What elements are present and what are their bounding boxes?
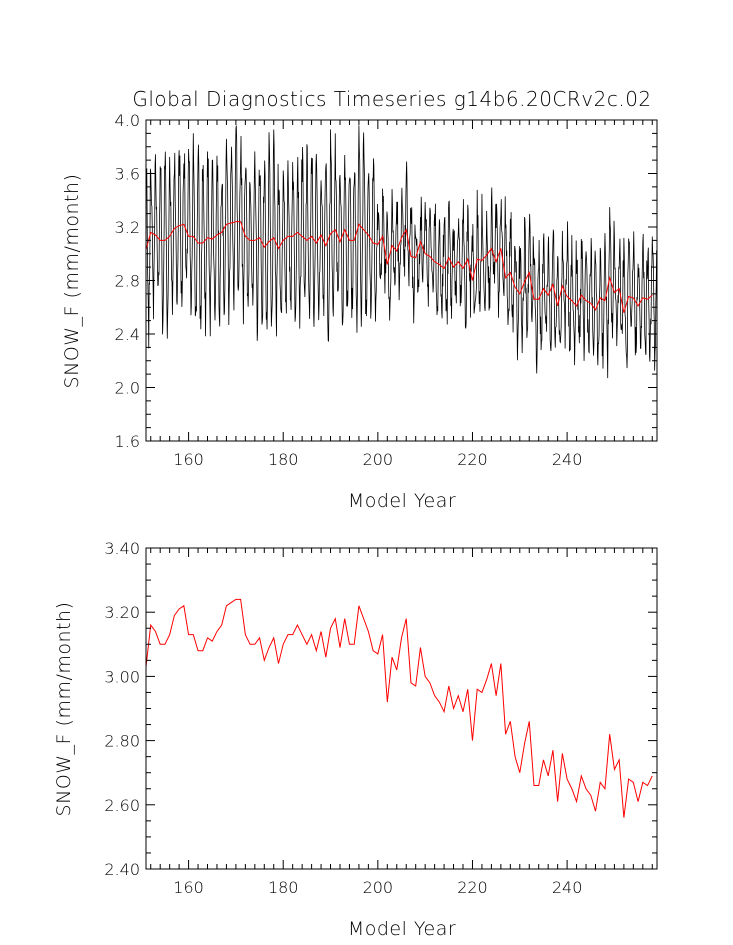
top-y-tick-label: 2.4	[115, 325, 140, 344]
chart-title: Global Diagnostics Timeseries g14b6.20CR…	[132, 87, 651, 111]
top-y-tick-label: 2.0	[115, 379, 140, 398]
top-y-tick-label: 1.6	[115, 432, 140, 451]
bottom-y-tick-label: 2.40	[104, 860, 140, 879]
top-y-axis-label: SNOW_F (mm/month)	[61, 174, 83, 389]
bottom-plot-lines	[145, 598, 653, 818]
top-plot-lines	[145, 125, 658, 379]
top-y-tick-label: 3.2	[115, 218, 140, 237]
top-axis-ticks: 160 180 200 220 240 1.6 2.0 2.4 2.8 3.2 3.6 4.0	[115, 111, 657, 469]
bottom-y-tick-label: 3.00	[104, 667, 140, 686]
annual-mean-line	[145, 598, 653, 818]
top-x-tick-label: 220	[457, 450, 488, 469]
bottom-x-tick-label: 180	[268, 878, 299, 897]
bottom-y-tick-label: 2.60	[104, 796, 140, 815]
bottom-y-tick-label: 2.80	[104, 732, 140, 751]
bottom-x-tick-label: 200	[363, 878, 394, 897]
bottom-x-tick-label: 240	[552, 878, 583, 897]
bottom-y-axis-label: SNOW_F (mm/month)	[53, 602, 75, 817]
top-x-tick-label: 240	[552, 450, 583, 469]
top-y-tick-label: 2.8	[115, 272, 140, 291]
top-x-tick-label: 160	[173, 450, 204, 469]
annual-mean-line	[145, 221, 653, 313]
top-x-axis-label: Model Year	[348, 490, 456, 512]
bottom-y-tick-label: 3.20	[104, 603, 140, 622]
top-y-tick-label: 4.0	[115, 111, 140, 130]
top-x-tick-label: 200	[363, 450, 394, 469]
bottom-x-tick-label: 160	[173, 878, 204, 897]
bottom-axis-ticks: 160 180 200 220 240 2.40 2.60 2.80 3.00 3.20 3.40	[104, 539, 657, 897]
top-plot-frame	[145, 119, 658, 442]
monthly-series-line	[145, 125, 658, 379]
top-x-tick-label: 180	[268, 450, 299, 469]
top-y-tick-label: 3.6	[115, 165, 140, 184]
bottom-x-tick-label: 220	[457, 878, 488, 897]
top-panel: 160 180 200 220 240 1.6 2.0 2.4 2.8 3.2 3.6 4.0 Mod…	[61, 111, 658, 512]
bottom-panel: 160 180 200 220 2402.402.602.803.003.203.40 …	[53, 539, 658, 940]
bottom-y-tick-label: 3.40	[104, 539, 140, 558]
bottom-x-axis-label: Model Year	[348, 918, 456, 940]
bottom-plot-frame	[145, 547, 658, 870]
